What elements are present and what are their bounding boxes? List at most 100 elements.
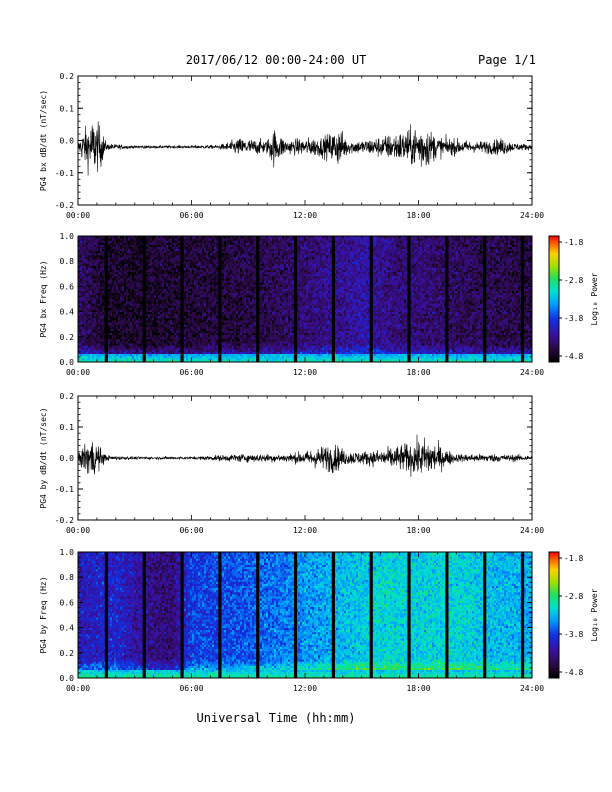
spectrogram-cell xyxy=(156,257,159,260)
spectrogram-cell xyxy=(132,334,135,338)
spectrogram-cell xyxy=(118,338,121,342)
spectrogram-cell xyxy=(158,353,161,357)
spectrogram-cell xyxy=(126,275,129,279)
spectrogram-cell xyxy=(124,332,127,336)
spectrogram-cell xyxy=(82,284,85,287)
spectrogram-cell xyxy=(158,240,161,243)
spectrogram-cell xyxy=(110,248,113,252)
spectrogram-cell xyxy=(92,347,95,350)
spectrogram-cell xyxy=(92,313,95,317)
spectrogram-cell xyxy=(88,305,91,308)
spectrogram-cell xyxy=(126,242,129,245)
spectrogram-cells xyxy=(78,236,533,363)
spectrogram-cell xyxy=(114,324,117,327)
spectrogram-cell xyxy=(160,341,163,344)
spectrogram-cell xyxy=(172,357,175,361)
spectrogram-cell xyxy=(86,261,89,264)
spectrogram-cell xyxy=(164,282,167,285)
spectrogram-cell xyxy=(96,269,99,273)
x-tick-label: 18:00 xyxy=(406,211,430,220)
spectrogram-cell xyxy=(134,282,137,285)
spectrogram-cell xyxy=(82,286,85,289)
spectrogram-cell xyxy=(140,338,143,342)
spectrogram-cell xyxy=(154,311,157,315)
spectrogram-cell xyxy=(166,330,169,333)
spectrogram-cell xyxy=(162,265,165,268)
spectrogram-cell xyxy=(166,347,169,350)
spectrogram-cell xyxy=(154,336,157,340)
spectrogram-cell xyxy=(164,341,167,344)
spectrogram-cell xyxy=(114,236,117,239)
spectrogram-cell xyxy=(154,330,157,333)
spectrogram-cell xyxy=(102,334,105,338)
spectrogram-cell xyxy=(82,261,85,264)
spectrogram-cell xyxy=(110,345,113,348)
spectrogram-cell xyxy=(124,261,127,264)
spectrogram-cell xyxy=(154,332,157,336)
spectrogram-cell xyxy=(108,355,111,359)
spectrogram-cell xyxy=(84,261,87,264)
spectrogram-cell xyxy=(122,248,125,252)
spectrogram-cell xyxy=(172,332,175,336)
spectrogram-cell xyxy=(126,305,129,308)
spectrogram-cell xyxy=(168,296,171,300)
spectrogram-cell xyxy=(102,238,105,241)
spectrogram-cell xyxy=(102,322,105,325)
spectrogram-cell xyxy=(90,301,93,304)
spectrogram-cell xyxy=(94,263,97,266)
spectrogram-cell xyxy=(88,320,91,323)
spectrogram-cell xyxy=(86,347,89,350)
spectrogram-cell xyxy=(88,351,91,354)
spectrogram-cell xyxy=(112,322,115,325)
spectrogram-cell xyxy=(140,317,143,321)
spectrogram-cell xyxy=(134,315,137,319)
x-axis-label: Universal Time (hh:mm) xyxy=(197,711,356,725)
spectrogram-cell xyxy=(120,292,123,296)
spectrogram-cell xyxy=(120,324,123,327)
spectrogram-cell xyxy=(170,288,173,291)
spectrogram-cell xyxy=(118,357,121,361)
spectrogram-cell xyxy=(168,261,171,264)
spectrogram-cell xyxy=(116,244,119,247)
spectrogram-cell xyxy=(84,240,87,243)
spectrogram-cell xyxy=(94,288,97,291)
spectrogram-cell xyxy=(126,328,129,331)
spectrogram-cell xyxy=(140,343,143,346)
spectrogram-cell xyxy=(148,280,151,283)
spectrogram-cell xyxy=(80,324,83,327)
spectrogram-cell xyxy=(100,288,103,291)
spectrogram-cell xyxy=(150,288,153,291)
spectrogram-cell xyxy=(90,265,93,268)
spectrogram-cell xyxy=(122,359,125,363)
spectrogram-cell xyxy=(112,271,115,275)
spectrogram-cell xyxy=(94,248,97,252)
spectrogram-cell xyxy=(98,345,101,348)
spectrogram-cell xyxy=(164,315,167,319)
spectrogram-cell xyxy=(136,309,139,312)
spectrogram-cell xyxy=(124,336,127,340)
spectrogram-cell xyxy=(96,286,99,289)
spectrogram-cell xyxy=(88,252,91,256)
spectrogram-cell xyxy=(136,257,139,260)
spectrogram-cell xyxy=(110,296,113,300)
spectrogram-cell xyxy=(146,355,149,359)
spectrogram-cell xyxy=(160,286,163,289)
spectrogram-cell xyxy=(168,244,171,247)
spectrogram-cell xyxy=(120,328,123,331)
spectrogram-cell xyxy=(128,351,131,354)
spectrogram-cell xyxy=(86,307,89,310)
spectrogram-cell xyxy=(110,246,113,249)
spectrogram-cell xyxy=(98,290,101,294)
spectrogram-cell xyxy=(174,330,177,333)
spectrogram-cell xyxy=(82,265,85,268)
spectrogram-cell xyxy=(86,250,89,254)
spectrogram-cell xyxy=(110,252,113,256)
spectrogram-cell xyxy=(80,284,83,287)
spectrogram-cell xyxy=(168,345,171,348)
spectrogram-cell xyxy=(158,248,161,252)
spectrogram-cell xyxy=(134,336,137,340)
spectrogram-cell xyxy=(96,278,99,281)
spectrogram-cell xyxy=(100,240,103,243)
spectrogram-cell xyxy=(128,307,131,310)
spectrogram-cell xyxy=(120,322,123,325)
